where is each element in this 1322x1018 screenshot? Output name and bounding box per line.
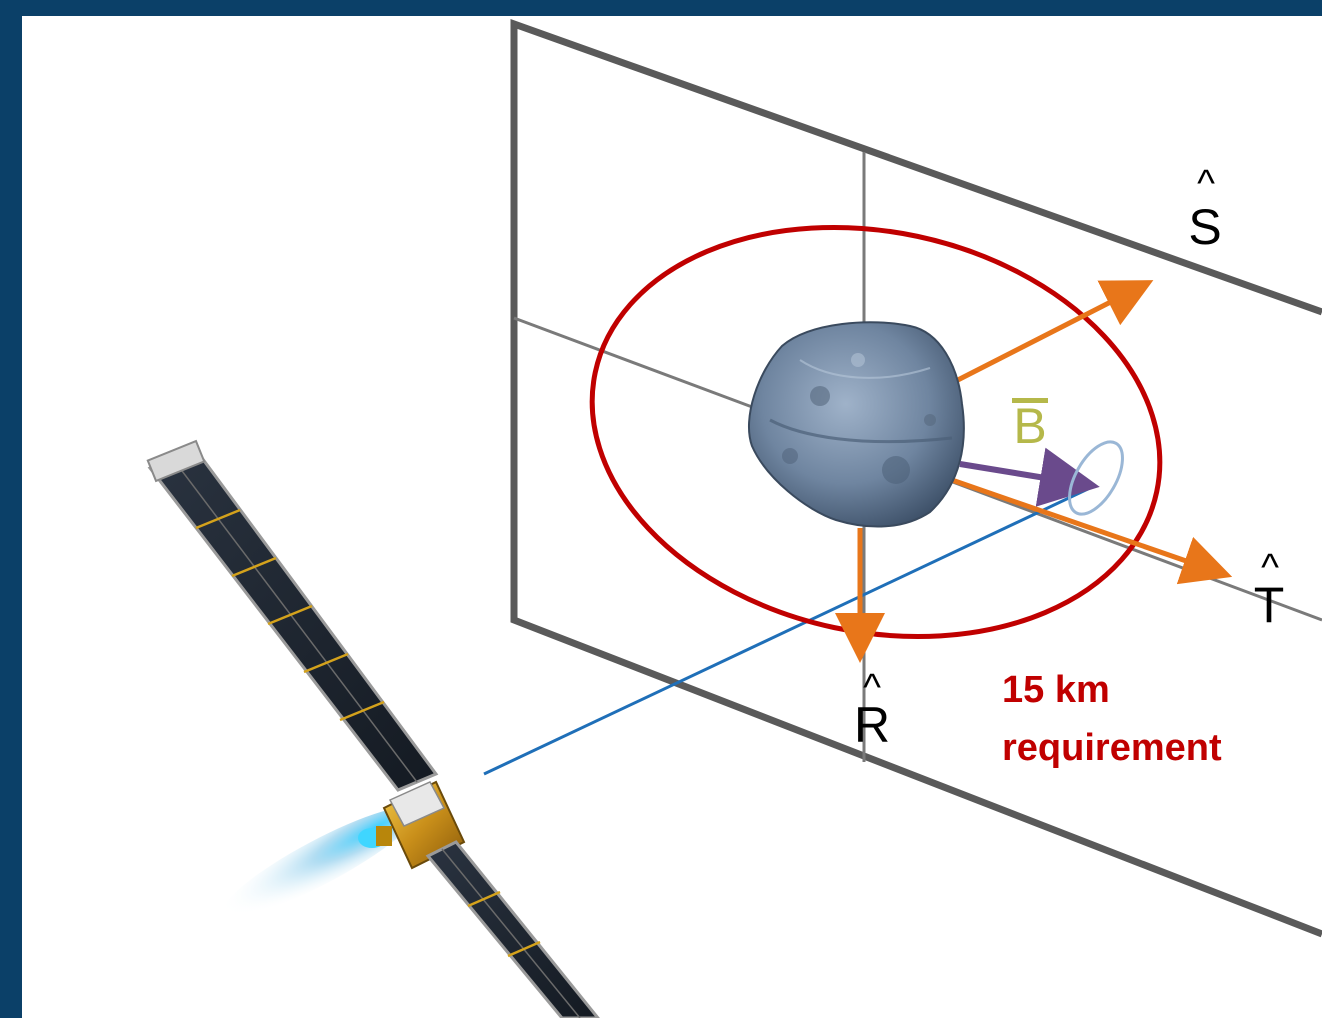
b-vector-overbar (1012, 398, 1048, 403)
requirement-label: 15 km requirement (1002, 669, 1222, 769)
s-axis-label: ^ S (1188, 163, 1221, 255)
s-axis-hat: ^ (1197, 163, 1215, 205)
spacecraft-icon (146, 439, 600, 1018)
r-axis-letter: R (854, 697, 890, 753)
asteroid-icon (748, 321, 965, 528)
r-axis-hat: ^ (863, 667, 881, 709)
t-axis-label: ^ T (1254, 547, 1285, 633)
b-vector-label: B (1012, 398, 1048, 454)
b-vector-letter: B (1013, 398, 1046, 454)
requirement-line-1: 15 km (1002, 669, 1110, 711)
s-axis-arrow (948, 280, 1154, 387)
t-axis-hat: ^ (1261, 547, 1279, 589)
requirement-ellipse (589, 224, 1163, 640)
r-axis-label: ^ R (854, 667, 890, 753)
requirement-line-2: requirement (1002, 727, 1222, 769)
s-axis-letter: S (1188, 199, 1221, 255)
solar-array-lower (425, 840, 600, 1018)
t-axis-letter: T (1254, 577, 1285, 633)
b-vector-arrow (959, 447, 1100, 507)
t-axis-arrow (951, 477, 1233, 585)
error-ellipse (1068, 440, 1124, 516)
b-plane-outline (510, 19, 1322, 938)
approach-line (483, 486, 1091, 776)
